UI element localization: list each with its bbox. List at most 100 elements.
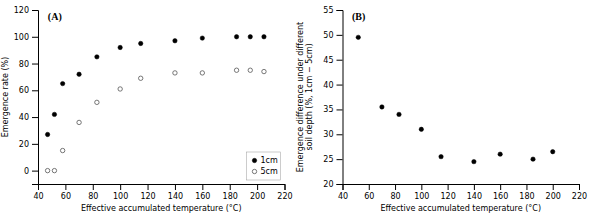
axis-line [32,11,39,185]
tick-mark [93,184,94,190]
tick-label: 40 [323,81,333,90]
legend-swatch [252,158,256,162]
point [248,68,252,72]
tick: 120 [140,184,155,201]
tick: 40 [33,184,43,201]
y-axis-label: Emergence difference under differentsoil… [296,22,314,173]
tick-mark [32,90,38,91]
point [234,68,238,72]
panel-label: (A) [48,11,62,23]
marks [356,35,555,164]
x-axis: 406080100120140160180200220 [338,184,587,201]
point [173,71,177,75]
tick-mark [474,184,475,190]
point [498,152,502,156]
tick-label: 20 [19,140,29,149]
tick-mark [579,184,580,190]
tick-mark [526,184,527,190]
axis-line [337,11,344,185]
tick-label: 80 [19,60,29,69]
tick-label: 55 [323,6,333,15]
point [419,127,423,131]
tick: 120 [14,6,38,15]
tick-mark [500,184,501,190]
tick: 60 [19,86,38,95]
tick-mark [257,184,258,190]
point [139,41,143,45]
tick: 35 [323,105,342,114]
tick-mark [553,184,554,190]
tick-mark [32,144,38,145]
tick-label: 80 [88,192,98,201]
tick-mark [202,184,203,190]
tick-label: 100 [14,33,29,42]
tick-label: 45 [323,56,333,65]
x-axis-label: Effective accumulated temperature (°C) [380,204,541,213]
tick-label: 200 [546,192,561,201]
tick: 80 [88,184,98,201]
point [52,112,56,116]
legend-label: 1cm [261,156,278,165]
legend-box [247,152,281,180]
point [200,36,204,40]
axis-line [39,185,286,191]
tick: 100 [414,184,429,201]
panel: 4060801001201401601802002202025303540455… [296,6,588,213]
tick-label: 200 [250,192,265,201]
point [472,159,476,163]
tick-label: 40 [338,192,348,201]
tick: 20 [19,140,38,149]
tick-mark [337,35,343,36]
marks [45,35,266,173]
point [60,81,64,85]
tick: 120 [440,184,455,201]
x-axis-label: Effective accumulated temperature (°C) [81,204,242,213]
point [77,72,81,76]
point [356,35,360,39]
tick-label: 160 [195,192,210,201]
axis-line [343,185,580,191]
point [262,35,266,39]
tick-label: 60 [364,192,374,201]
tick: 80 [19,60,38,69]
tick: 40 [323,81,342,90]
point [60,148,64,152]
tick-label: 160 [493,192,508,201]
y-axis: 2025303540455055 [323,6,343,189]
point [551,149,555,153]
point [95,55,99,59]
tick-mark [32,117,38,118]
tick-mark [337,159,343,160]
point [531,157,535,161]
tick-label: 25 [323,155,333,164]
tick: 180 [223,184,238,201]
legend: 1cm5cm [247,152,281,180]
point [45,168,49,172]
tick: 160 [493,184,508,201]
tick-mark [32,10,38,11]
tick-label: 80 [390,192,400,201]
tick: 140 [467,184,482,201]
tick: 30 [323,130,342,139]
point [77,120,81,124]
tick-label: 120 [14,6,29,15]
tick-mark [120,184,121,190]
tick-label: 100 [113,192,128,201]
tick: 60 [61,184,71,201]
point [248,35,252,39]
tick-label: 50 [323,31,333,40]
tick: 140 [168,184,183,201]
legend-swatch [252,169,256,173]
tick-label: 140 [467,192,482,201]
y-axis-label: Emergence rate (%) [1,57,10,138]
point [52,168,56,172]
figure: 4060801001201401601802002200204060801001… [0,0,589,216]
point [262,69,266,73]
tick-mark [421,184,422,190]
tick-mark [32,171,38,172]
panel-label: (B) [352,11,365,23]
tick: 50 [323,31,342,40]
tick: 100 [113,184,128,201]
tick-label: 100 [414,192,429,201]
tick-label: 30 [323,130,333,139]
